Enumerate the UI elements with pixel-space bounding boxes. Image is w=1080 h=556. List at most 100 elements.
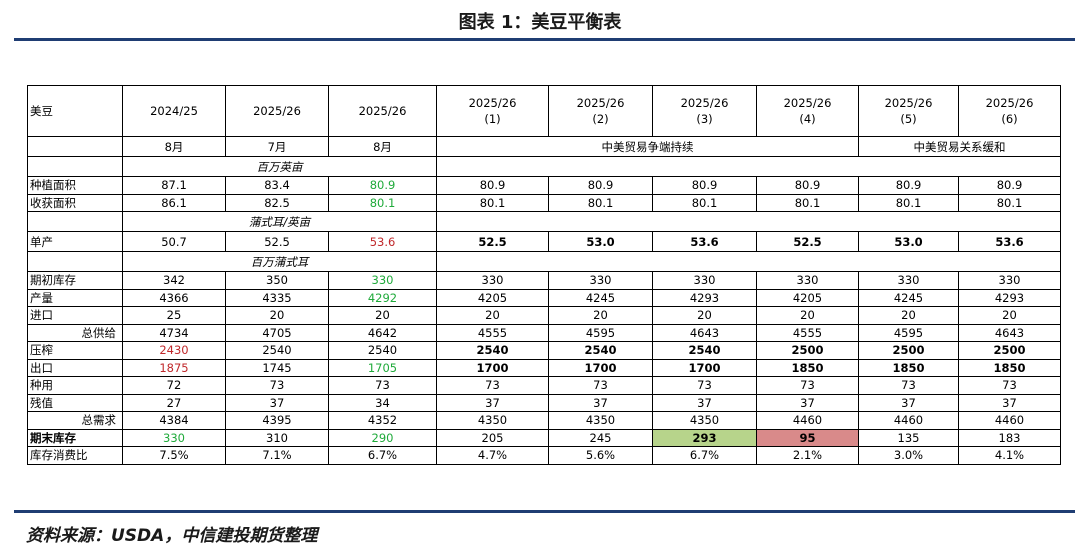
unit-row-area: 百万英亩 bbox=[27, 156, 1061, 177]
value-cell: 7.1% bbox=[225, 446, 329, 465]
value-cell: 73 bbox=[225, 376, 329, 395]
value-cell: 342 bbox=[122, 271, 226, 290]
unit-label: 蒲式耳/英亩 bbox=[122, 211, 437, 232]
scenario-header-2: 2025/26 (2) bbox=[548, 85, 653, 137]
row-label: 压榨 bbox=[27, 341, 123, 360]
value-cell: 2540 bbox=[436, 341, 549, 360]
value-cell: 4555 bbox=[436, 323, 549, 342]
value-cell: 80.9 bbox=[958, 176, 1061, 195]
value-cell: 4350 bbox=[652, 411, 757, 430]
value-cell: 80.9 bbox=[436, 176, 549, 195]
value-cell: 183 bbox=[958, 428, 1061, 447]
value-cell: 330 bbox=[328, 271, 437, 290]
value-cell: 3.0% bbox=[858, 446, 959, 465]
value-cell: 2540 bbox=[652, 341, 757, 360]
row-label: 出口 bbox=[27, 358, 123, 377]
value-cell: 4352 bbox=[328, 411, 437, 430]
value-cell: 4350 bbox=[436, 411, 549, 430]
value-cell: 1700 bbox=[548, 358, 653, 377]
value-cell: 80.9 bbox=[328, 176, 437, 195]
value-cell: 37 bbox=[225, 393, 329, 412]
value-cell: 2500 bbox=[756, 341, 859, 360]
value-cell: 73 bbox=[652, 376, 757, 395]
empty-cell bbox=[27, 251, 123, 272]
top-divider bbox=[14, 38, 1075, 41]
scenario-group-easing: 中美贸易关系缓和 bbox=[858, 136, 1061, 157]
empty-cell bbox=[27, 156, 123, 177]
value-cell: 52.5 bbox=[225, 231, 329, 252]
empty-cell bbox=[436, 156, 1061, 177]
value-cell: 4293 bbox=[958, 288, 1061, 307]
row-label: 种植面积 bbox=[27, 176, 123, 195]
row-label: 单产 bbox=[27, 231, 123, 252]
value-cell: 330 bbox=[756, 271, 859, 290]
value-cell: 1700 bbox=[652, 358, 757, 377]
value-cell: 80.1 bbox=[436, 193, 549, 212]
value-cell: 4205 bbox=[436, 288, 549, 307]
value-cell: 20 bbox=[225, 306, 329, 325]
value-cell: 4245 bbox=[548, 288, 653, 307]
table-row: 单产 50.7 52.5 53.6 52.5 53.0 53.6 52.5 53… bbox=[27, 231, 1061, 252]
value-cell: 330 bbox=[548, 271, 653, 290]
row-label: 总供给 bbox=[27, 323, 123, 342]
value-cell: 4366 bbox=[122, 288, 226, 307]
value-cell: 4.1% bbox=[958, 446, 1061, 465]
scenario-header-1: 2025/26 (1) bbox=[436, 85, 549, 137]
value-cell: 27 bbox=[122, 393, 226, 412]
value-cell: 73 bbox=[858, 376, 959, 395]
value-cell: 34 bbox=[328, 393, 437, 412]
value-cell: 4460 bbox=[958, 411, 1061, 430]
value-cell: 53.0 bbox=[548, 231, 653, 252]
value-cell: 4643 bbox=[958, 323, 1061, 342]
value-cell: 20 bbox=[652, 306, 757, 325]
table-row: 残值 27 37 34 37 37 37 37 37 37 bbox=[27, 393, 1061, 412]
value-cell: 245 bbox=[548, 428, 653, 447]
value-cell: 80.1 bbox=[958, 193, 1061, 212]
value-cell: 1700 bbox=[436, 358, 549, 377]
table-row: 进口 25 20 20 20 20 20 20 20 20 bbox=[27, 306, 1061, 325]
empty-cell bbox=[27, 136, 123, 157]
value-cell: 80.9 bbox=[858, 176, 959, 195]
value-cell: 7.5% bbox=[122, 446, 226, 465]
value-cell: 290 bbox=[328, 428, 437, 447]
table-row: 产量 4366 4335 4292 4205 4245 4293 4205 42… bbox=[27, 288, 1061, 307]
value-cell: 20 bbox=[436, 306, 549, 325]
value-cell: 37 bbox=[548, 393, 653, 412]
value-cell: 2430 bbox=[122, 341, 226, 360]
value-cell: 73 bbox=[328, 376, 437, 395]
value-cell: 37 bbox=[436, 393, 549, 412]
source-note: 资料来源：USDA，中信建投期货整理 bbox=[26, 526, 318, 546]
value-cell: 4555 bbox=[756, 323, 859, 342]
value-cell: 37 bbox=[756, 393, 859, 412]
table-row: 总需求 4384 4395 4352 4350 4350 4350 4460 4… bbox=[27, 411, 1061, 430]
table-row: 期末库存 330 310 290 205 245 293 95 135 183 bbox=[27, 428, 1061, 447]
unit-row-yield: 蒲式耳/英亩 bbox=[27, 211, 1061, 232]
value-cell: 2.1% bbox=[756, 446, 859, 465]
value-cell: 4642 bbox=[328, 323, 437, 342]
value-cell: 4292 bbox=[328, 288, 437, 307]
bottom-divider bbox=[14, 510, 1075, 513]
chart-title: 图表 1：美豆平衡表 bbox=[458, 12, 622, 33]
empty-cell bbox=[436, 251, 1061, 272]
value-cell: 1850 bbox=[756, 358, 859, 377]
value-cell: 4734 bbox=[122, 323, 226, 342]
value-cell: 205 bbox=[436, 428, 549, 447]
row-label: 总需求 bbox=[27, 411, 123, 430]
value-cell: 1705 bbox=[328, 358, 437, 377]
value-cell: 2540 bbox=[548, 341, 653, 360]
scenario-header-6: 2025/26 (6) bbox=[958, 85, 1061, 137]
value-cell: 2500 bbox=[958, 341, 1061, 360]
table-row: 期初库存 342 350 330 330 330 330 330 330 330 bbox=[27, 271, 1061, 290]
value-cell: 53.6 bbox=[958, 231, 1061, 252]
value-cell: 73 bbox=[436, 376, 549, 395]
value-cell: 330 bbox=[652, 271, 757, 290]
value-cell: 4384 bbox=[122, 411, 226, 430]
year-cell: 2025/26 bbox=[328, 85, 437, 137]
scenario-header-3: 2025/26 (3) bbox=[652, 85, 757, 137]
value-cell: 83.4 bbox=[225, 176, 329, 195]
value-cell: 6.7% bbox=[328, 446, 437, 465]
value-cell: 310 bbox=[225, 428, 329, 447]
value-cell: 86.1 bbox=[122, 193, 226, 212]
value-cell: 4595 bbox=[858, 323, 959, 342]
value-cell: 1850 bbox=[858, 358, 959, 377]
